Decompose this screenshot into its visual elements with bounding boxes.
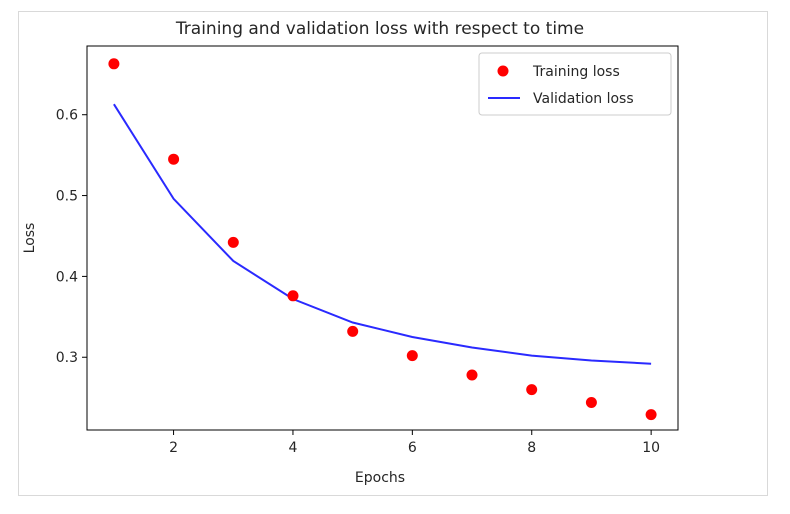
x-tick-label: 4 <box>288 440 297 456</box>
x-axis-ticks: 2 4 6 8 10 <box>169 430 660 456</box>
y-tick-label: 0.4 <box>56 269 78 285</box>
y-axis-ticks: 0.3 0.4 0.5 0.6 <box>56 108 87 366</box>
x-tick-label: 6 <box>408 440 417 456</box>
y-tick-label: 0.6 <box>56 108 78 124</box>
chart-title: Training and validation loss with respec… <box>175 19 584 39</box>
training-loss-point <box>347 325 359 337</box>
legend-label-training: Training loss <box>532 64 620 80</box>
training-loss-point <box>227 236 239 248</box>
legend-marker-training <box>497 65 509 77</box>
training-loss-point <box>406 350 418 362</box>
training-loss-point <box>108 58 120 70</box>
x-tick-label: 10 <box>642 440 660 456</box>
y-tick-label: 0.5 <box>56 189 78 205</box>
legend-label-validation: Validation loss <box>533 91 634 107</box>
training-loss-point <box>645 409 657 421</box>
validation-loss-line <box>113 103 652 365</box>
legend: Training loss Validation loss <box>478 52 672 116</box>
training-loss-point <box>585 397 597 408</box>
training-loss-point <box>466 369 478 381</box>
training-loss-point <box>287 290 299 302</box>
y-axis-label: Loss <box>22 223 38 254</box>
y-tick-label: 0.3 <box>56 350 78 366</box>
x-axis-label: Epochs <box>355 470 405 486</box>
series-layer <box>108 58 657 421</box>
legend-box <box>478 52 672 116</box>
training-loss-point <box>168 153 180 165</box>
training-loss-point <box>526 384 538 396</box>
x-tick-label: 8 <box>527 440 536 456</box>
x-tick-label: 2 <box>169 440 178 456</box>
